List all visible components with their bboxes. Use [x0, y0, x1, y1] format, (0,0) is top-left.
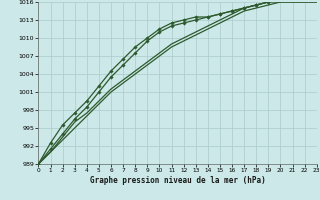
X-axis label: Graphe pression niveau de la mer (hPa): Graphe pression niveau de la mer (hPa): [90, 176, 266, 185]
